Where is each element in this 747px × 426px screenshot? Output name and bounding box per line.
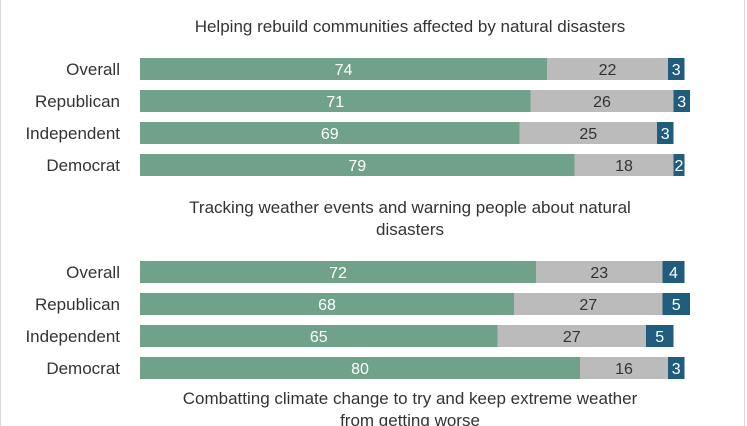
bar-segment [673,154,685,176]
panel-title: disasters [376,220,444,239]
bar-segment [657,122,674,144]
bar-segment [140,122,520,144]
data-label: 18 [615,158,633,175]
bar-segment [668,357,685,379]
data-label: 65 [310,329,328,346]
data-label: 71 [326,94,344,111]
data-label: 4 [669,265,678,282]
data-label: 3 [672,361,681,378]
data-label: 22 [599,62,617,79]
bar-segment [140,154,575,176]
bar-segment [519,122,657,144]
bar-segment [140,325,498,347]
bar-segment [662,261,685,283]
bar-segment [514,293,663,315]
category-label: Overall [66,263,120,282]
bar-segment [646,325,674,347]
bar-segment [140,58,547,80]
bar-segment [530,90,674,112]
data-label: 3 [672,62,681,79]
data-label: 27 [579,297,597,314]
bar-segment [574,154,674,176]
bar-segment [140,90,531,112]
data-label: 68 [318,297,336,314]
bar-segment [536,261,663,283]
category-label: Overall [66,60,120,79]
category-label: Democrat [46,156,120,175]
data-label: 26 [593,94,611,111]
data-label: 74 [335,62,353,79]
data-label: 5 [655,329,664,346]
data-label: 16 [615,361,633,378]
category-label: Republican [35,295,120,314]
data-label: 72 [329,265,347,282]
panel-title: Combatting climate change to try and kee… [183,389,638,408]
panel-title: Tracking weather events and warning peop… [189,198,631,217]
bar-segment [668,58,685,80]
panel-title: from getting worse [340,411,480,426]
bar-segment [497,325,646,347]
data-label: 27 [563,329,581,346]
bar-segment [580,357,668,379]
bar-segment [673,90,690,112]
data-label: 2 [675,158,684,175]
data-label: 3 [677,94,686,111]
category-label: Independent [25,327,120,346]
bar-segment [140,357,580,379]
category-label: Independent [25,124,120,143]
panel-title: Helping rebuild communities affected by … [195,17,626,36]
category-label: Democrat [46,359,120,378]
data-label: 80 [351,361,369,378]
bar-segment [662,293,690,315]
data-label: 5 [672,297,681,314]
bar-segment [547,58,668,80]
data-label: 69 [321,126,339,143]
category-label: Republican [35,92,120,111]
data-label: 23 [590,265,608,282]
data-label: 25 [579,126,597,143]
bar-segment [140,293,514,315]
bar-segment [140,261,536,283]
data-label: 79 [348,158,366,175]
data-label: 3 [661,126,670,143]
